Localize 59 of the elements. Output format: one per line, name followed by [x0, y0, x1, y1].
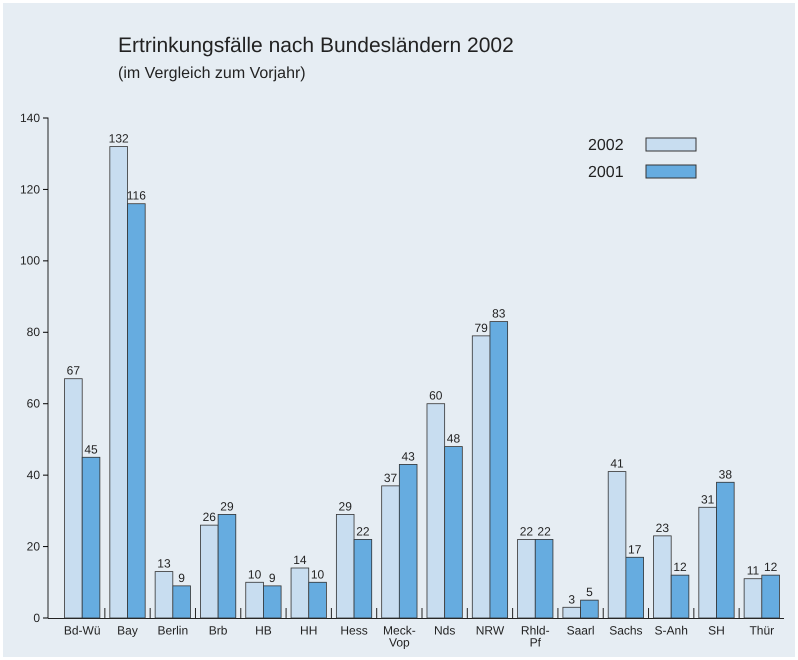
data-label: 67: [66, 364, 80, 378]
data-label: 10: [248, 567, 262, 582]
x-tick-label: Brb: [208, 624, 228, 638]
data-label: 31: [700, 492, 715, 506]
y-tick-label: 80: [26, 325, 40, 340]
x-tick-label: Bay: [117, 624, 138, 638]
x-tick-label: Thür: [749, 624, 774, 638]
data-label: 29: [220, 499, 234, 514]
data-label: 17: [628, 542, 642, 556]
data-label: 132: [108, 132, 130, 146]
data-label: 12: [764, 560, 778, 574]
x-tick-label: Sachs: [609, 624, 643, 638]
data-label: 22: [520, 524, 534, 538]
data-label: 9: [268, 570, 276, 585]
data-label: 26: [202, 510, 216, 524]
data-label: 37: [384, 470, 398, 485]
y-tick-label: 0: [33, 610, 40, 625]
data-label: 11: [746, 564, 760, 578]
y-tick-label: 20: [26, 539, 40, 554]
data-label: 45: [84, 442, 98, 456]
data-label: 23: [656, 520, 670, 535]
data-label: 10: [310, 567, 325, 582]
y-tick-label: 120: [20, 182, 40, 196]
data-label: 13: [157, 556, 171, 571]
x-tick-label: Rhld-Pf: [520, 624, 550, 650]
legend-label: 2001: [588, 164, 624, 181]
data-label: 22: [356, 524, 370, 538]
y-tick-label: 40: [26, 468, 40, 482]
data-label: 41: [610, 456, 624, 471]
data-label: 12: [673, 560, 688, 574]
data-label: 60: [429, 388, 443, 403]
data-label: 9: [178, 570, 186, 585]
data-label: 22: [537, 524, 552, 538]
x-tick-label: NRW: [476, 624, 505, 638]
legend-label: 2002: [588, 137, 624, 154]
chart-title: Ertrinkungsfälle nach Bundesländern 2002: [118, 34, 514, 57]
data-label: 83: [492, 306, 506, 321]
data-label: 43: [402, 449, 416, 464]
data-label: 29: [338, 499, 352, 514]
data-label: 3: [568, 592, 576, 606]
y-tick-label: 60: [26, 396, 40, 411]
data-label: 5: [586, 585, 594, 600]
x-tick-label: Bd-Wü: [64, 624, 101, 638]
data-label: 79: [474, 320, 488, 335]
x-tick-label: Nds: [434, 624, 456, 638]
y-tick-label: 140: [20, 110, 40, 125]
x-tick-label: SH: [708, 624, 725, 638]
x-tick-label: Berlin: [157, 624, 188, 638]
x-tick-label: Meck-Vop: [383, 624, 416, 650]
data-label: 48: [446, 432, 460, 446]
y-tick-label: 100: [20, 254, 40, 268]
chart-subtitle: (im Vergleich zum Vorjahr): [118, 65, 306, 82]
x-tick-label: Hess: [340, 624, 368, 638]
data-label: 14: [293, 553, 307, 567]
x-tick-label: Saarl: [566, 624, 595, 638]
x-tick-label: S-Anh: [654, 624, 688, 638]
data-label: 38: [718, 467, 732, 482]
x-tick-label: HH: [300, 624, 318, 638]
x-tick-label: HB: [255, 624, 272, 638]
